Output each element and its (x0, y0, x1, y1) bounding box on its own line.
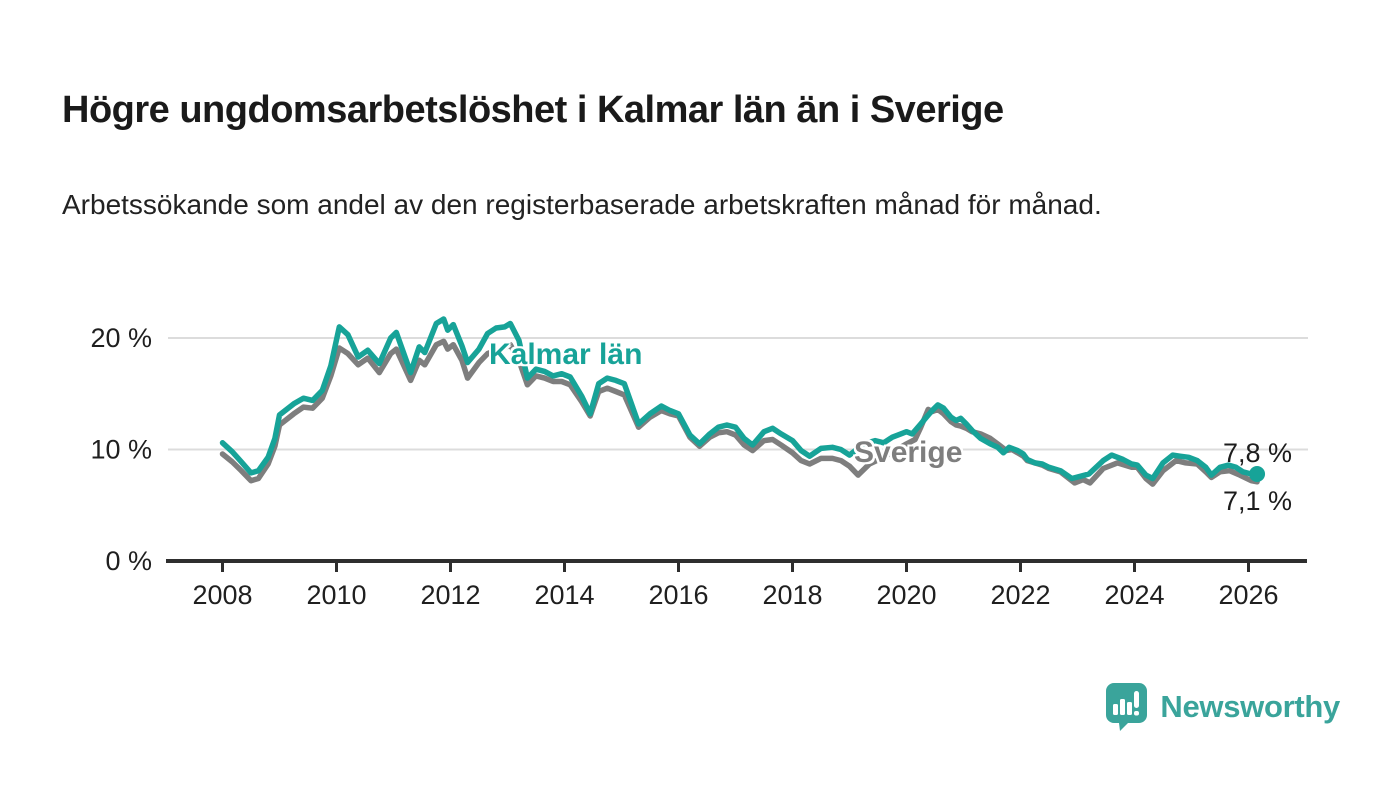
series-line-kalmar-l-n (219, 316, 1260, 482)
chart-subtitle: Arbetssökande som andel av den registerb… (62, 189, 1102, 220)
x-axis-tick-label: 2018 (762, 580, 822, 610)
sverige-end-value-label: 7,1 % (1222, 486, 1292, 516)
x-axis-tick-label: 2020 (876, 580, 936, 610)
x-axis-tick-label: 2022 (990, 580, 1050, 610)
sverige-series-label: Sverige (854, 436, 963, 469)
y-axis-tick-label: 20 % (90, 323, 152, 353)
bar-chart-speech-bubble-icon (1106, 683, 1148, 731)
page-title: Högre ungdomsarbetslöshet i Kalmar län ä… (62, 89, 1004, 132)
x-axis-tick-label: 2014 (534, 580, 594, 610)
y-axis-tick-label: 10 % (90, 435, 152, 465)
x-axis-tick-label: 2024 (1104, 580, 1164, 610)
kalmar-series-label: Kalmar län (489, 338, 643, 371)
newsworthy-logo: Newsworthy (1106, 683, 1340, 731)
x-axis-tick-label: 2026 (1218, 580, 1278, 610)
kalmar-end-value-label: 7,8 % (1222, 438, 1292, 468)
y-axis-tick-label: 0 % (105, 546, 152, 576)
brand-name: Newsworthy (1160, 689, 1340, 724)
x-axis-tick-label: 2016 (648, 580, 708, 610)
x-axis-tick-label: 2010 (306, 580, 366, 610)
series-end-dot (1249, 466, 1266, 483)
x-axis-tick-label: 2012 (420, 580, 480, 610)
x-axis-tick-label: 2008 (192, 580, 252, 610)
